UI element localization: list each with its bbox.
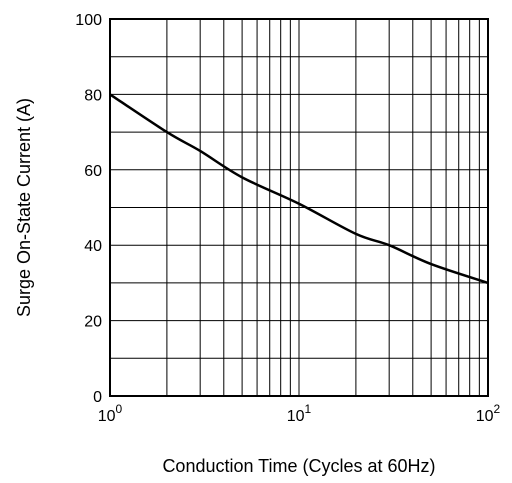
x-axis-title: Conduction Time (Cycles at 60Hz) (162, 456, 435, 476)
plot-frame (109, 18, 489, 397)
series-layer (109, 93, 489, 285)
y-tick-label: 20 (84, 314, 102, 331)
x-tick-label: 102 (476, 402, 501, 425)
grid (110, 19, 488, 396)
y-axis-title: Surge On-State Current (A) (14, 98, 34, 317)
x-tick-labels: 100 101 102 (98, 402, 501, 425)
x-tick-label: 101 (287, 402, 312, 425)
y-tick-label: 40 (84, 238, 102, 255)
y-tick-labels: 0 20 40 60 80 100 (75, 12, 102, 406)
y-tick-label: 100 (75, 12, 102, 29)
x-tick-label: 100 (98, 402, 123, 425)
y-tick-label: 0 (93, 389, 102, 406)
y-tick-label: 80 (84, 87, 102, 104)
y-tick-label: 60 (84, 163, 102, 180)
surge-current-curve (109, 93, 489, 285)
